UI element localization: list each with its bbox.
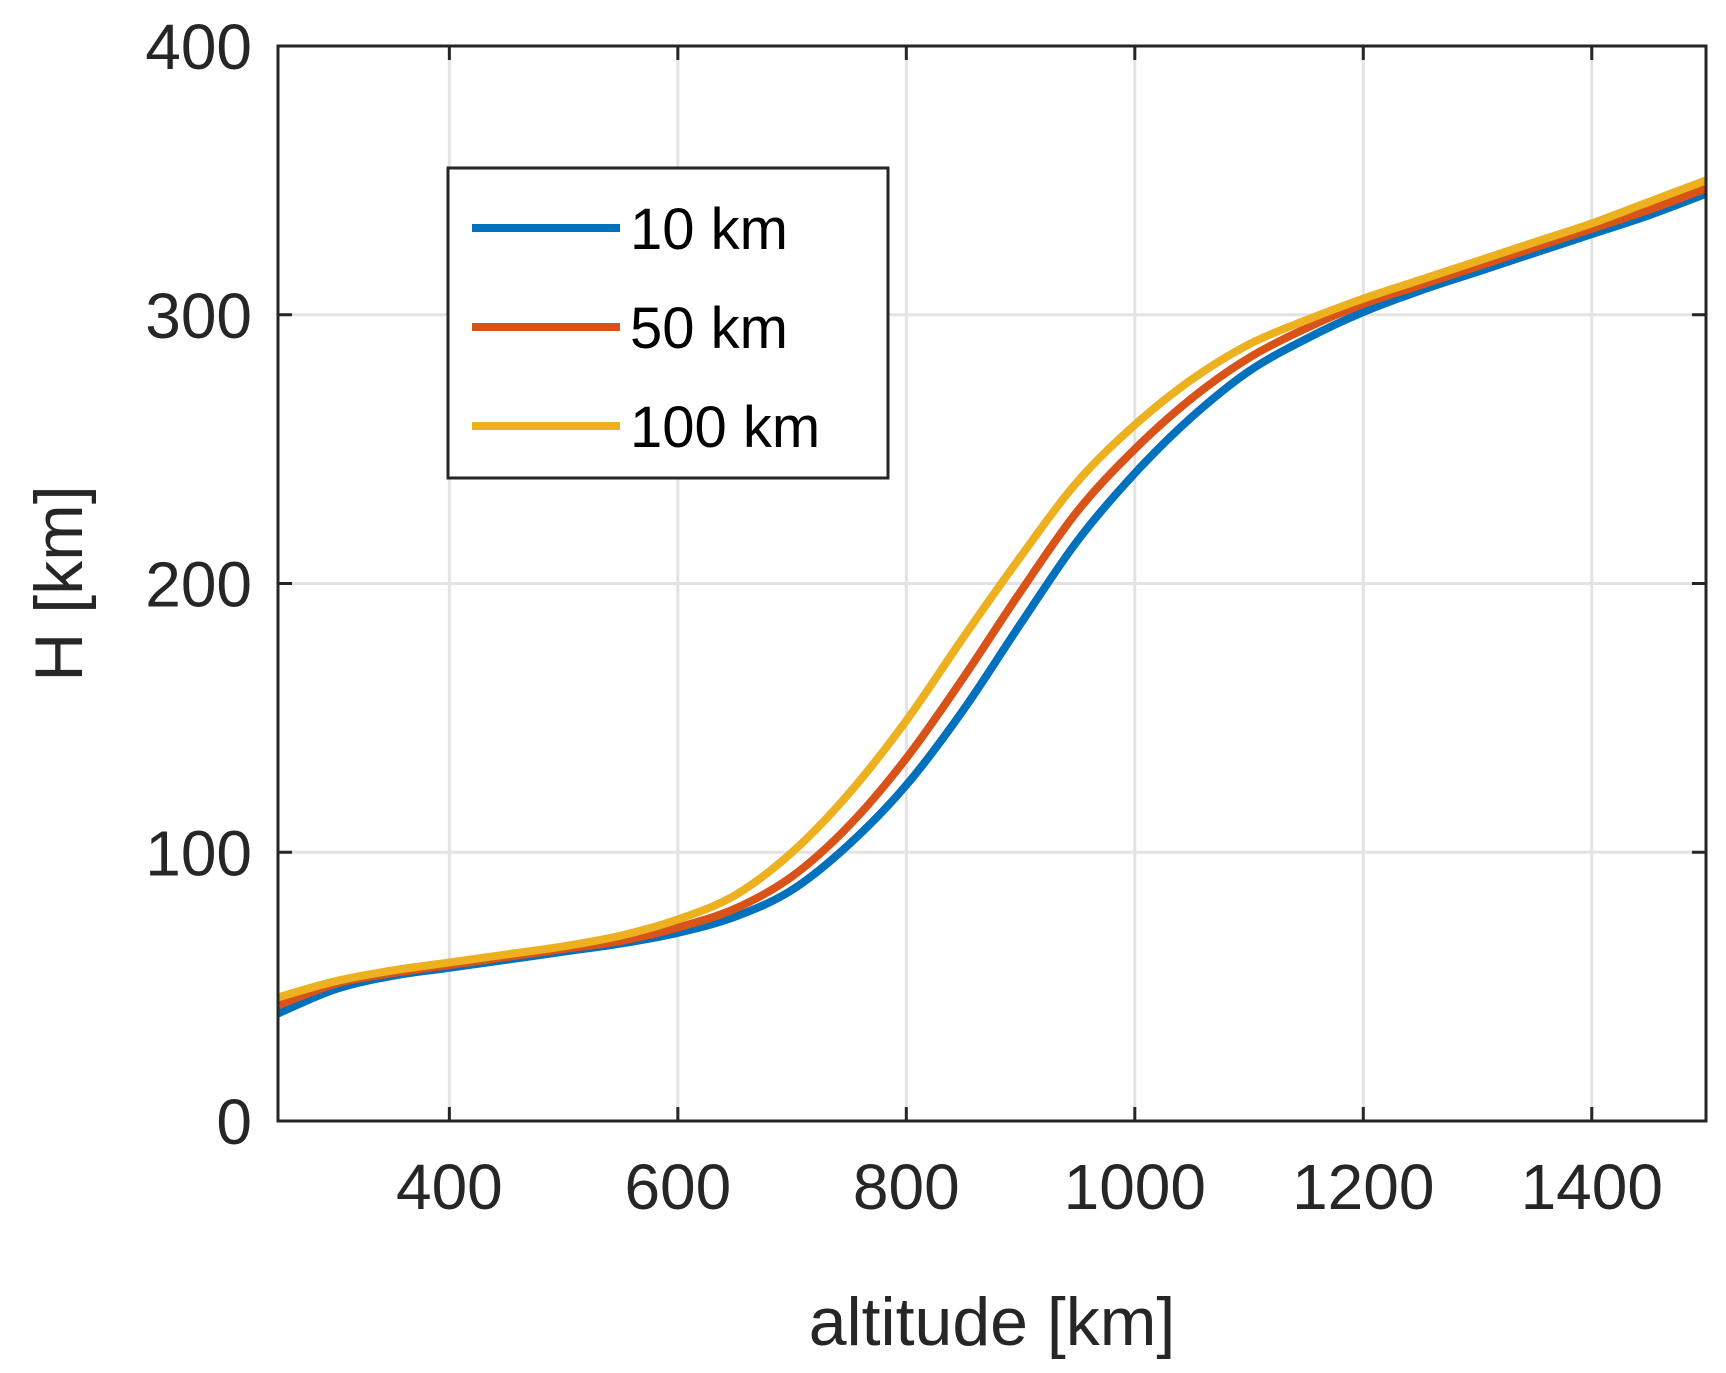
x-tick-label: 800 (853, 1151, 960, 1223)
legend: 10 km 50 km 100 km (446, 166, 890, 480)
legend-label: 50 km (630, 296, 788, 361)
y-axis-title: H [km] (21, 485, 97, 681)
y-tick-label: 400 (145, 11, 252, 83)
x-tick-label: 600 (624, 1151, 731, 1223)
legend-label: 10 km (630, 197, 788, 262)
y-tick-label: 0 (216, 1086, 252, 1158)
y-tick-label: 300 (145, 280, 252, 352)
y-tick-labels: 0 100 200 300 400 (145, 11, 252, 1158)
series-line-100-km (276, 176, 1708, 1002)
x-tick-labels: 400 600 800 1000 1200 1400 (396, 1151, 1663, 1223)
x-axis-title: altitude [km] (809, 1284, 1176, 1360)
x-tick-label: 1200 (1292, 1151, 1434, 1223)
x-tick-label: 400 (396, 1151, 503, 1223)
legend-label: 100 km (630, 395, 820, 460)
x-tick-label: 1000 (1064, 1151, 1206, 1223)
series-layer (276, 176, 1708, 1018)
tick-layer (278, 44, 1706, 1123)
y-tick-label: 100 (145, 817, 252, 889)
y-tick-label: 200 (145, 549, 252, 621)
x-tick-label: 1400 (1521, 1151, 1663, 1223)
